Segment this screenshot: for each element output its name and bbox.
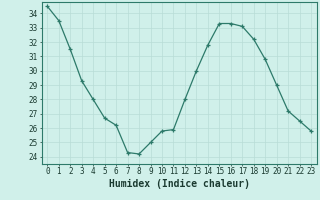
X-axis label: Humidex (Indice chaleur): Humidex (Indice chaleur) — [109, 179, 250, 189]
